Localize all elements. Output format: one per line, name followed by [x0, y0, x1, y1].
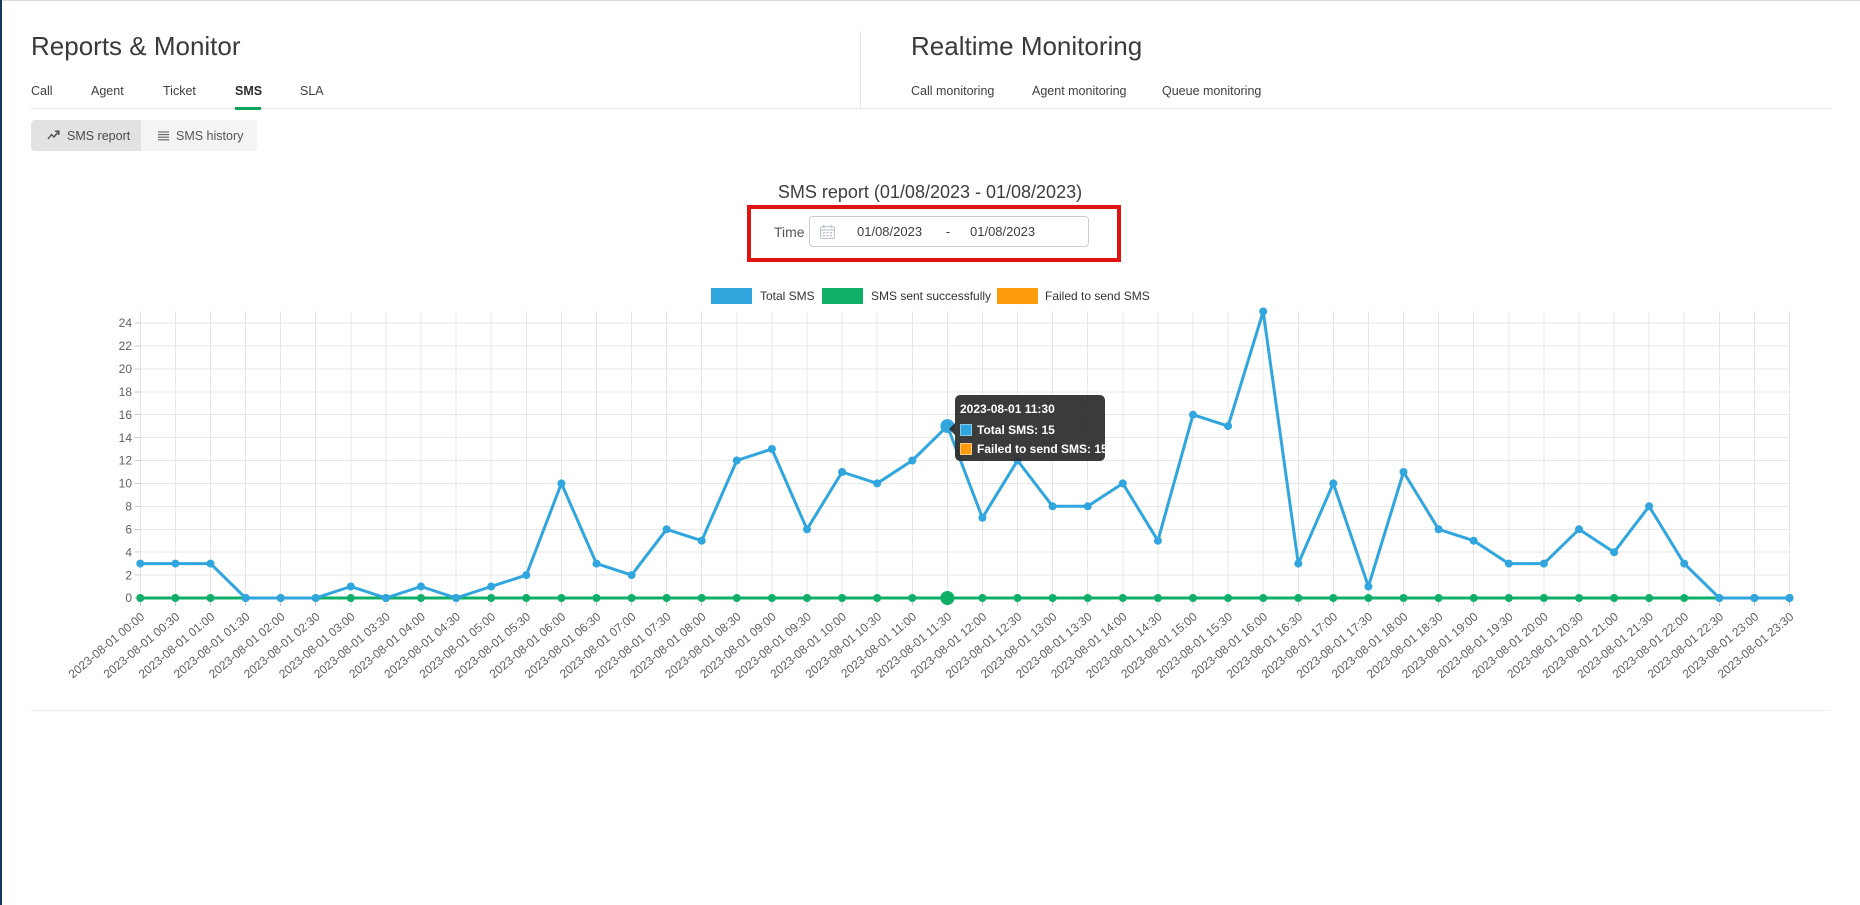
- svg-text:22: 22: [119, 339, 133, 353]
- svg-text:8: 8: [125, 500, 132, 514]
- svg-text:14: 14: [119, 431, 133, 445]
- svg-text:18: 18: [119, 385, 133, 399]
- svg-text:2: 2: [125, 568, 132, 582]
- svg-text:20: 20: [119, 362, 133, 376]
- svg-text:4: 4: [125, 545, 132, 559]
- svg-text:16: 16: [119, 408, 133, 422]
- svg-text:24: 24: [119, 316, 133, 330]
- svg-text:10: 10: [119, 477, 133, 491]
- svg-text:0: 0: [125, 591, 132, 605]
- svg-text:12: 12: [119, 454, 133, 468]
- svg-text:6: 6: [125, 523, 132, 537]
